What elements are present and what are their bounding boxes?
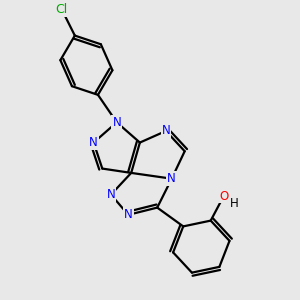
Text: N: N — [106, 188, 115, 201]
Text: N: N — [161, 124, 170, 137]
Text: N: N — [167, 172, 176, 185]
Text: Cl: Cl — [56, 3, 68, 16]
Text: N: N — [124, 208, 133, 221]
Text: N: N — [112, 116, 121, 129]
Text: N: N — [89, 136, 98, 149]
Text: H: H — [230, 197, 238, 210]
Text: O: O — [219, 190, 228, 202]
